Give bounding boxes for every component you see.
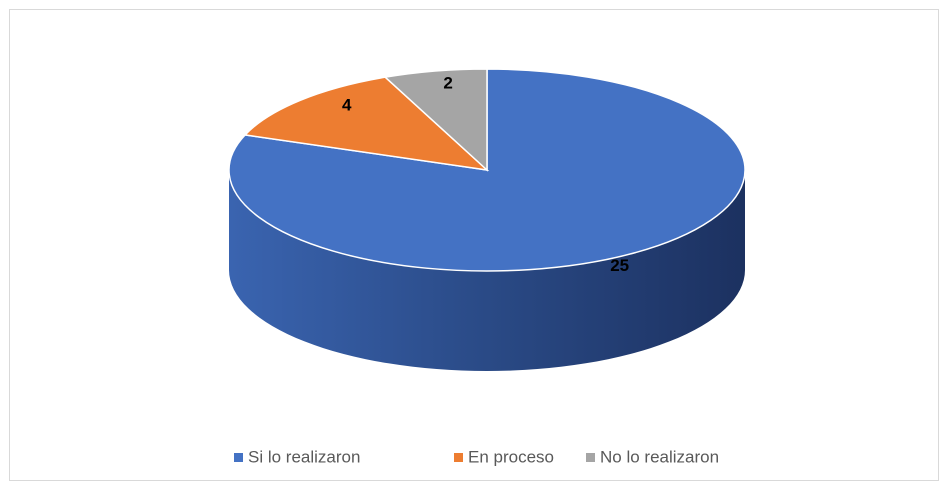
legend-label: Si lo realizaron [248,447,360,466]
legend-swatch [586,453,595,462]
legend-swatch [454,453,463,462]
legend-swatch [234,453,243,462]
slice [243,76,490,172]
legend: Si lo realizaron En proceso No lo realizar… [234,447,719,466]
legend-label: En proceso [468,447,554,466]
slice [383,68,488,172]
legend-label: No lo realizaron [600,447,719,466]
pie: 25 4 2 [228,68,746,371]
data-label: 2 [443,73,452,92]
data-label: 4 [342,95,352,114]
data-label: 25 [610,256,629,275]
slice-side [229,170,745,371]
slice [228,68,746,272]
